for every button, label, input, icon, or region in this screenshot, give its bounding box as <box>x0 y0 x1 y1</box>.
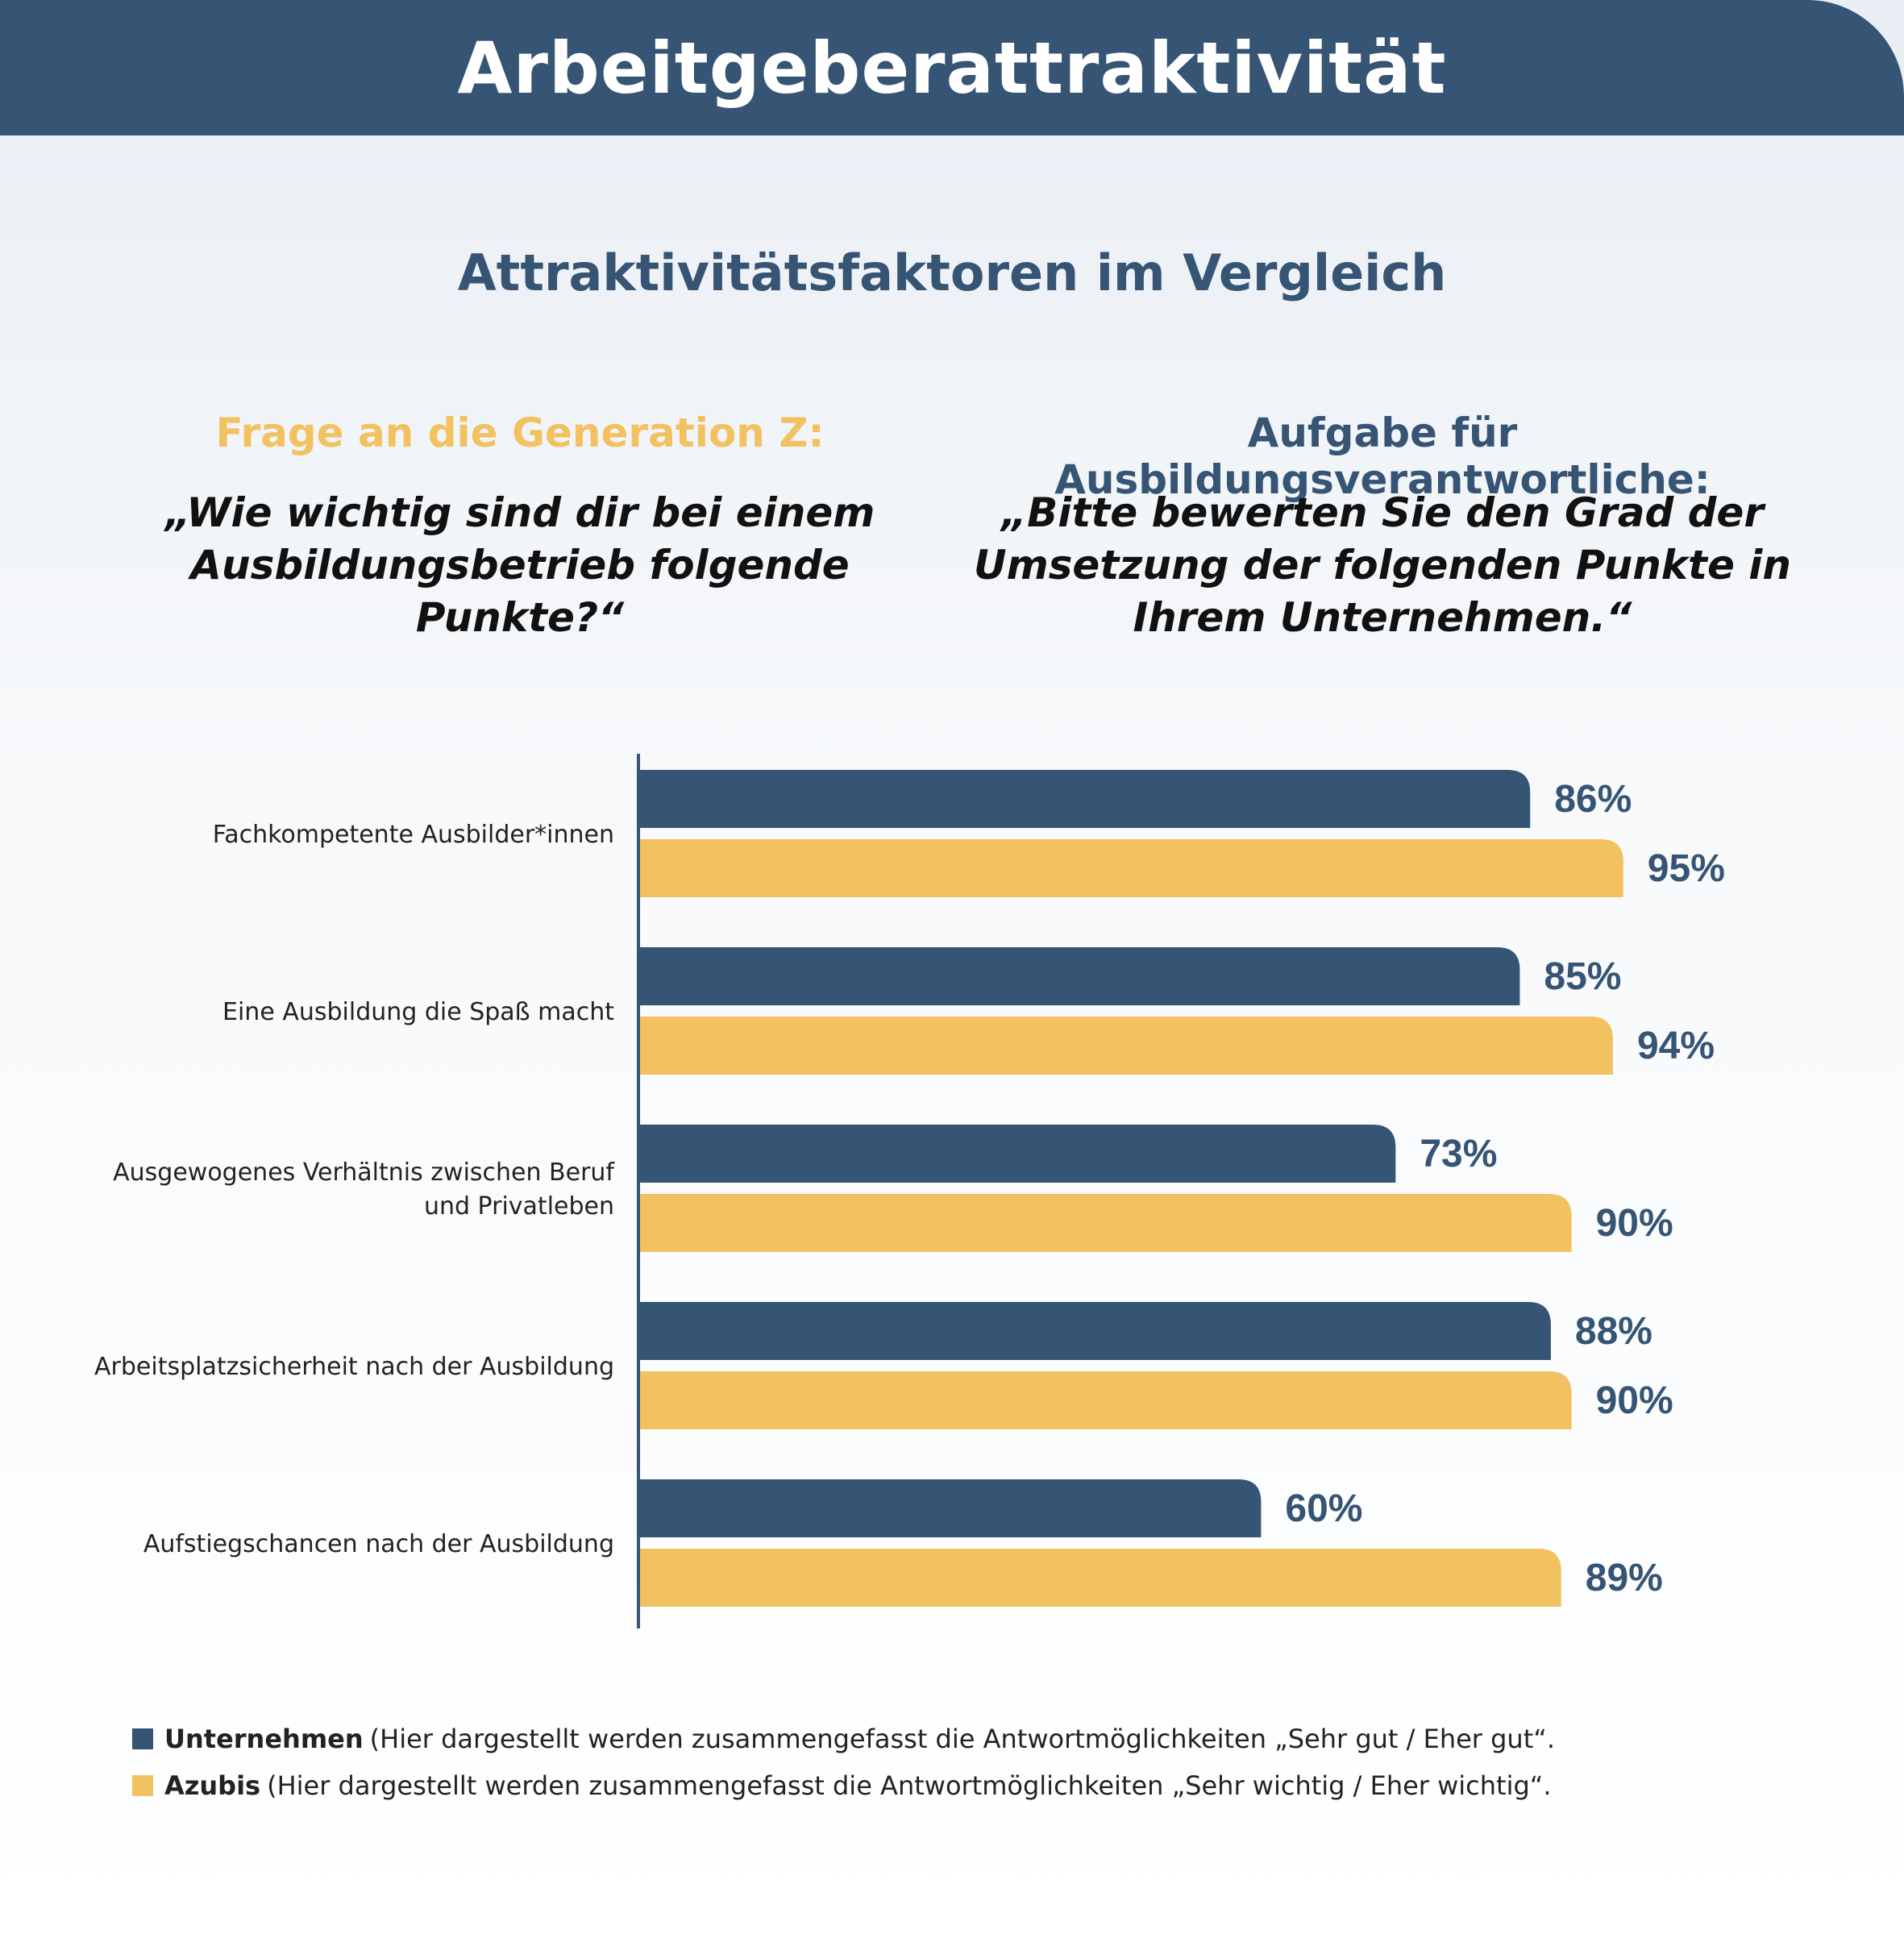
bar-azubis <box>640 839 1623 897</box>
category-label: Aufstiegschancen nach der Ausbildung <box>143 1530 614 1558</box>
bar-value-label: 90% <box>1596 1379 1673 1422</box>
bar-azubis <box>640 1371 1572 1429</box>
chart-subtitle: Attraktivitätsfaktoren im Vergleich <box>457 243 1447 302</box>
right-question-line: „Bitte bewerten Sie den Grad der <box>1000 489 1765 536</box>
right-question-line: Umsetzung der folgenden Punkte in <box>973 542 1792 589</box>
bar-unternehmen <box>640 1479 1262 1537</box>
bar-value-label: 94% <box>1637 1025 1715 1067</box>
bar-unternehmen <box>640 947 1520 1005</box>
right-column-question: „Bitte bewerten Sie den Grad der Umsetzu… <box>951 487 1814 644</box>
left-column-question: „Wie wichtig sind dir bei einem Ausbildu… <box>89 487 951 644</box>
bar-azubis <box>640 1194 1572 1252</box>
category-label: Fachkompetente Ausbilder*innen <box>213 821 614 849</box>
bar-value-label: 88% <box>1575 1310 1652 1353</box>
bar-unternehmen <box>640 1302 1551 1360</box>
category-label: Eine Ausbildung die Spaß macht <box>222 998 614 1026</box>
left-question-line: Ausbildungsbetrieb folgende Punkte?“ <box>190 542 850 641</box>
legend-swatch-azubis <box>132 1775 153 1796</box>
left-question-line: „Wie wichtig sind dir bei einem <box>164 489 875 536</box>
legend-name: Azubis <box>164 1770 261 1801</box>
left-column-heading: Frage an die Generation Z: <box>215 410 825 456</box>
bar-value-label: 90% <box>1596 1202 1673 1245</box>
header-title: Arbeitgeberattraktivität <box>457 26 1447 110</box>
legend-swatch-unternehmen <box>132 1728 153 1749</box>
bar-value-label: 95% <box>1648 847 1725 890</box>
bar-azubis <box>640 1549 1561 1607</box>
category-label: und Privatleben <box>424 1192 614 1221</box>
bar-value-label: 85% <box>1544 955 1621 998</box>
bar-value-label: 89% <box>1586 1557 1663 1599</box>
bar-azubis <box>640 1017 1613 1075</box>
bar-value-label: 73% <box>1420 1133 1497 1175</box>
bar-value-label: 60% <box>1285 1487 1362 1530</box>
bar-value-label: 86% <box>1554 778 1632 821</box>
bar-unternehmen <box>640 770 1531 828</box>
legend-name: Unternehmen <box>164 1724 364 1754</box>
legend-item-unternehmen: Unternehmen (Hier dargestellt werden zus… <box>132 1724 1555 1754</box>
right-column-heading: Aufgabe für Ausbildungsverantwortliche: <box>1054 410 1711 503</box>
right-question-line: Ihrem Unternehmen.“ <box>1133 594 1632 641</box>
category-label: Ausgewogenes Verhältnis zwischen Beruf <box>113 1158 615 1187</box>
category-label: Arbeitsplatzsicherheit nach der Ausbildu… <box>94 1353 614 1381</box>
legend-note: (Hier dargestellt werden zusammengefasst… <box>267 1770 1552 1801</box>
legend-item-azubis: Azubis (Hier dargestellt werden zusammen… <box>132 1770 1552 1801</box>
legend-note: (Hier dargestellt werden zusammengefasst… <box>369 1724 1555 1754</box>
header-banner: Arbeitgeberattraktivität <box>0 0 1904 135</box>
bar-unternehmen <box>640 1125 1396 1183</box>
